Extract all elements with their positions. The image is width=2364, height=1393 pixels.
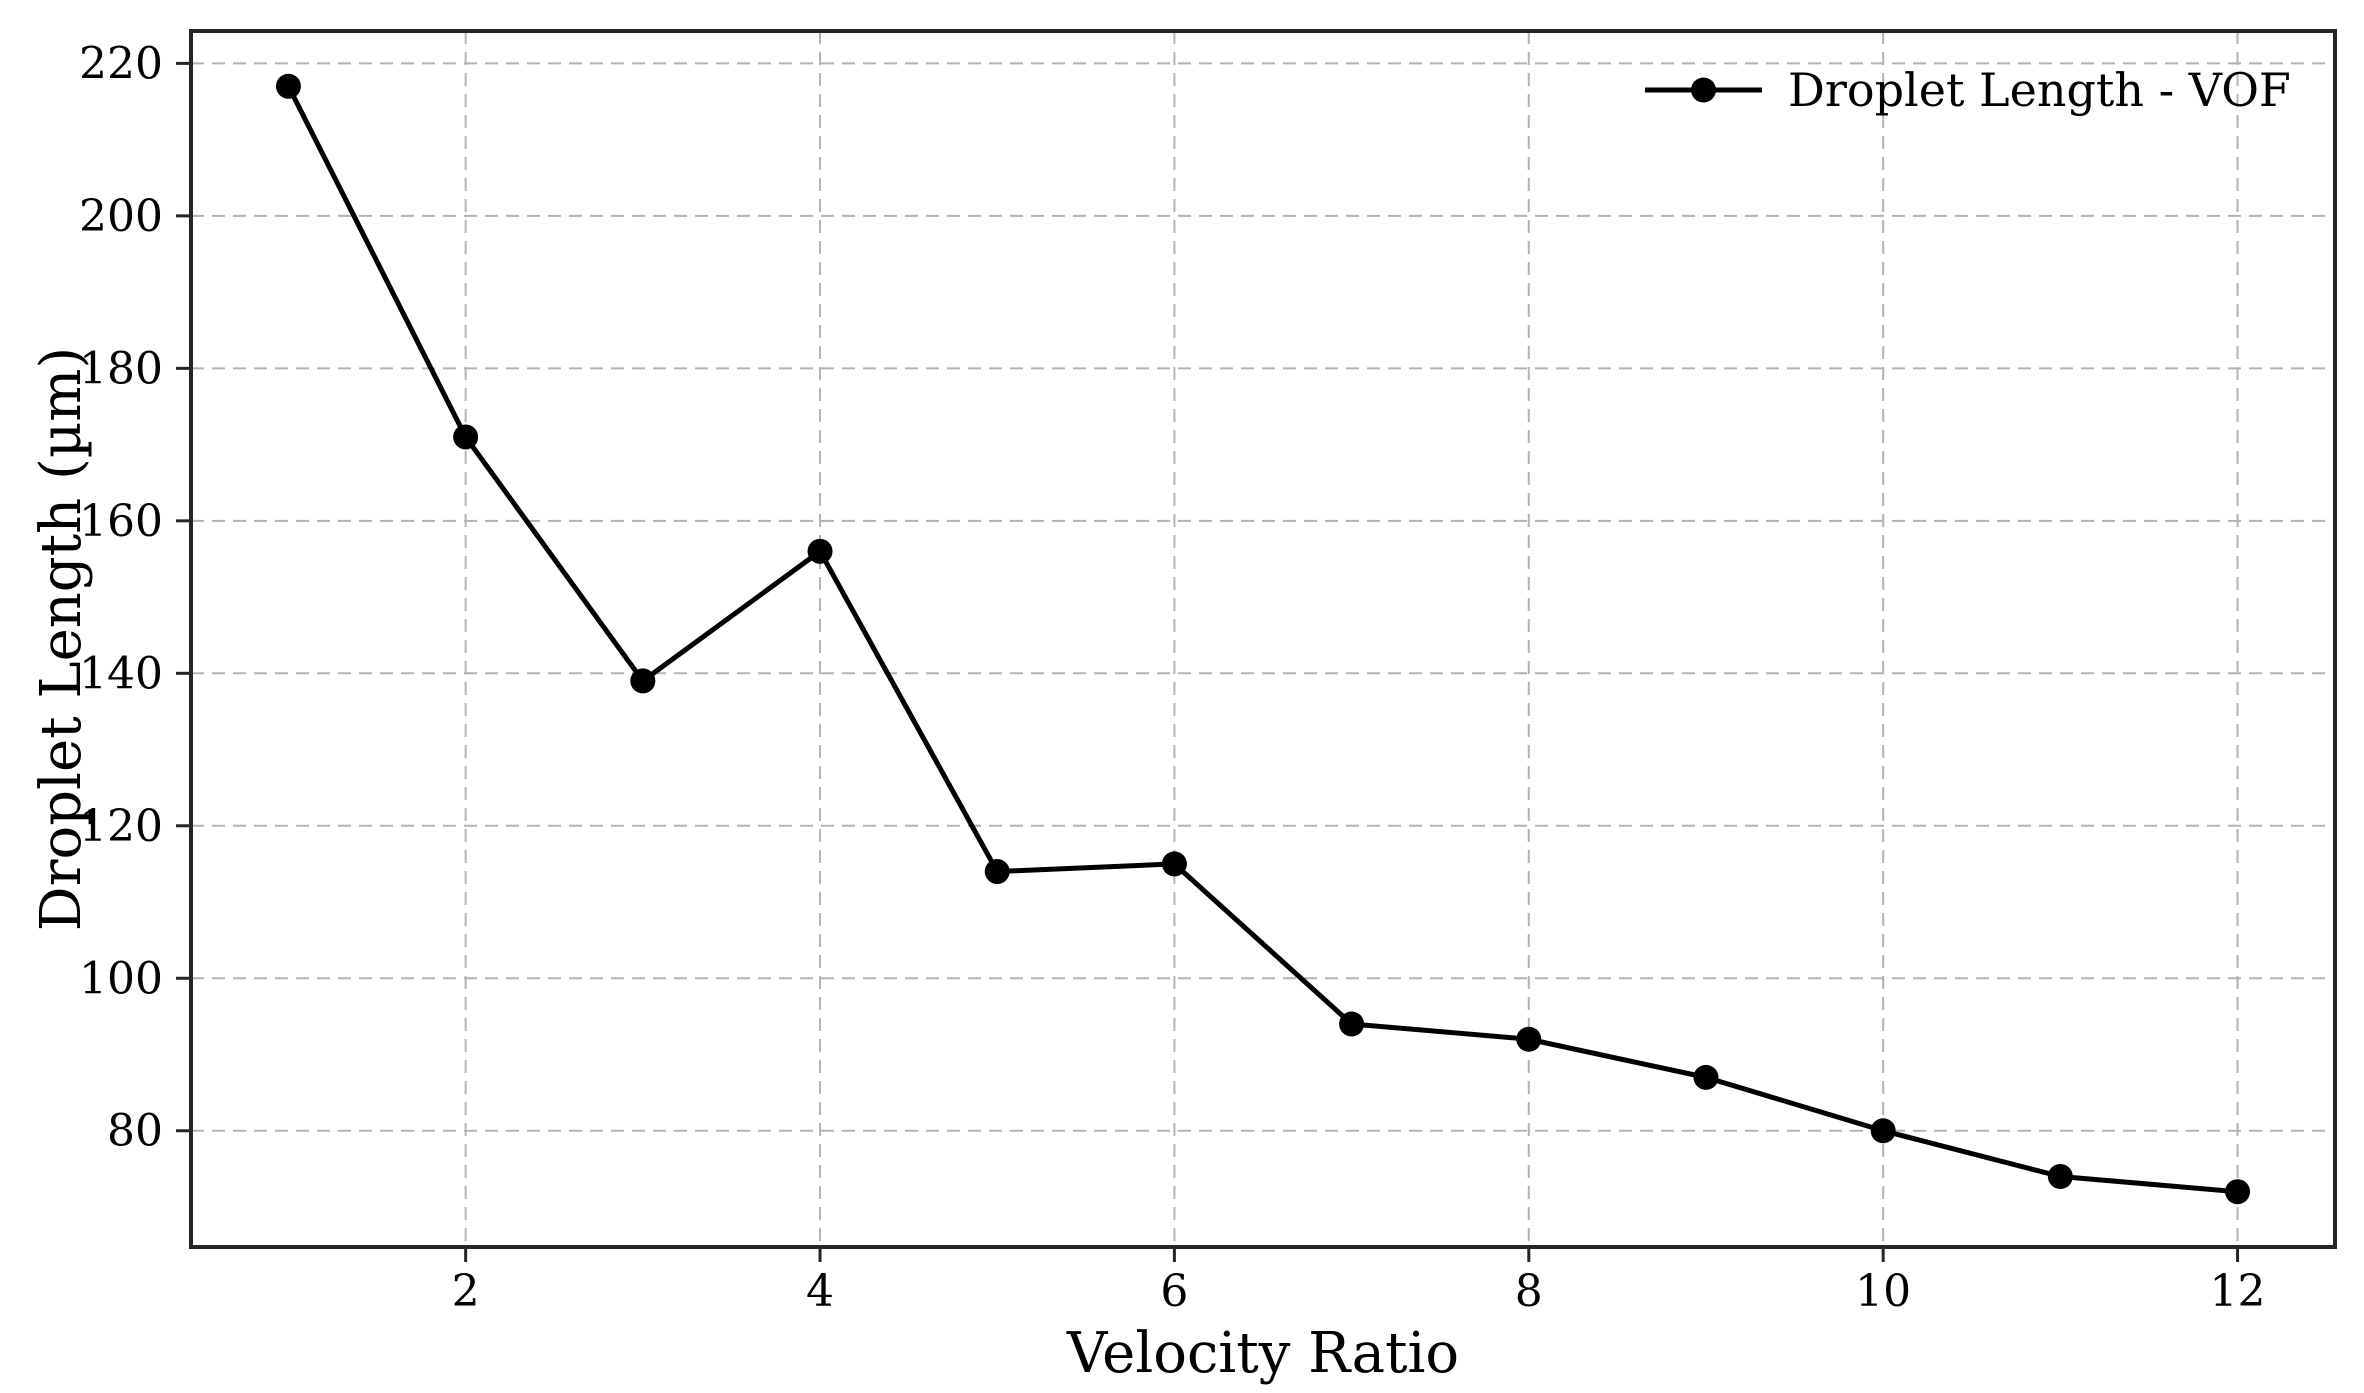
data-point-marker — [807, 538, 833, 564]
data-point-marker — [1516, 1026, 1542, 1052]
x-tick-label: 8 — [1515, 1266, 1543, 1317]
data-series-line — [285, 83, 2241, 1195]
y-tick-label: 80 — [107, 1106, 163, 1157]
x-tick-label: 12 — [2210, 1266, 2266, 1317]
data-point-marker — [1339, 1011, 1365, 1037]
axes-spine — [189, 29, 2337, 1249]
x-tick-label: 6 — [1160, 1266, 1188, 1317]
y-tick-label: 120 — [79, 801, 163, 852]
legend-label: Droplet Length - VOF — [1788, 63, 2291, 117]
y-tick-label: 200 — [79, 191, 163, 242]
x-tick-label: 4 — [806, 1266, 834, 1317]
y-tick-label: 180 — [79, 343, 163, 394]
y-tick-label: 160 — [79, 496, 163, 547]
data-point-marker — [1870, 1118, 1896, 1144]
x-axis-label: Velocity Ratio — [1066, 1321, 1459, 1386]
data-point-marker — [1161, 851, 1187, 877]
data-point-marker — [275, 73, 301, 99]
y-tick-label: 220 — [79, 38, 163, 89]
data-point-marker — [1693, 1064, 1719, 1090]
data-point-marker — [2225, 1179, 2251, 1205]
y-axis-label: Droplet Length (µm) — [29, 347, 94, 931]
data-point-marker — [2047, 1163, 2073, 1189]
data-point-marker — [630, 668, 656, 694]
data-point-marker — [984, 859, 1010, 885]
y-tick-label: 140 — [79, 648, 163, 699]
x-tick-label: 2 — [452, 1266, 480, 1317]
legend-sample-marker — [1691, 77, 1716, 103]
x-tick-label: 10 — [1855, 1266, 1911, 1317]
data-point-marker — [453, 424, 479, 450]
y-tick-label: 100 — [79, 953, 163, 1004]
